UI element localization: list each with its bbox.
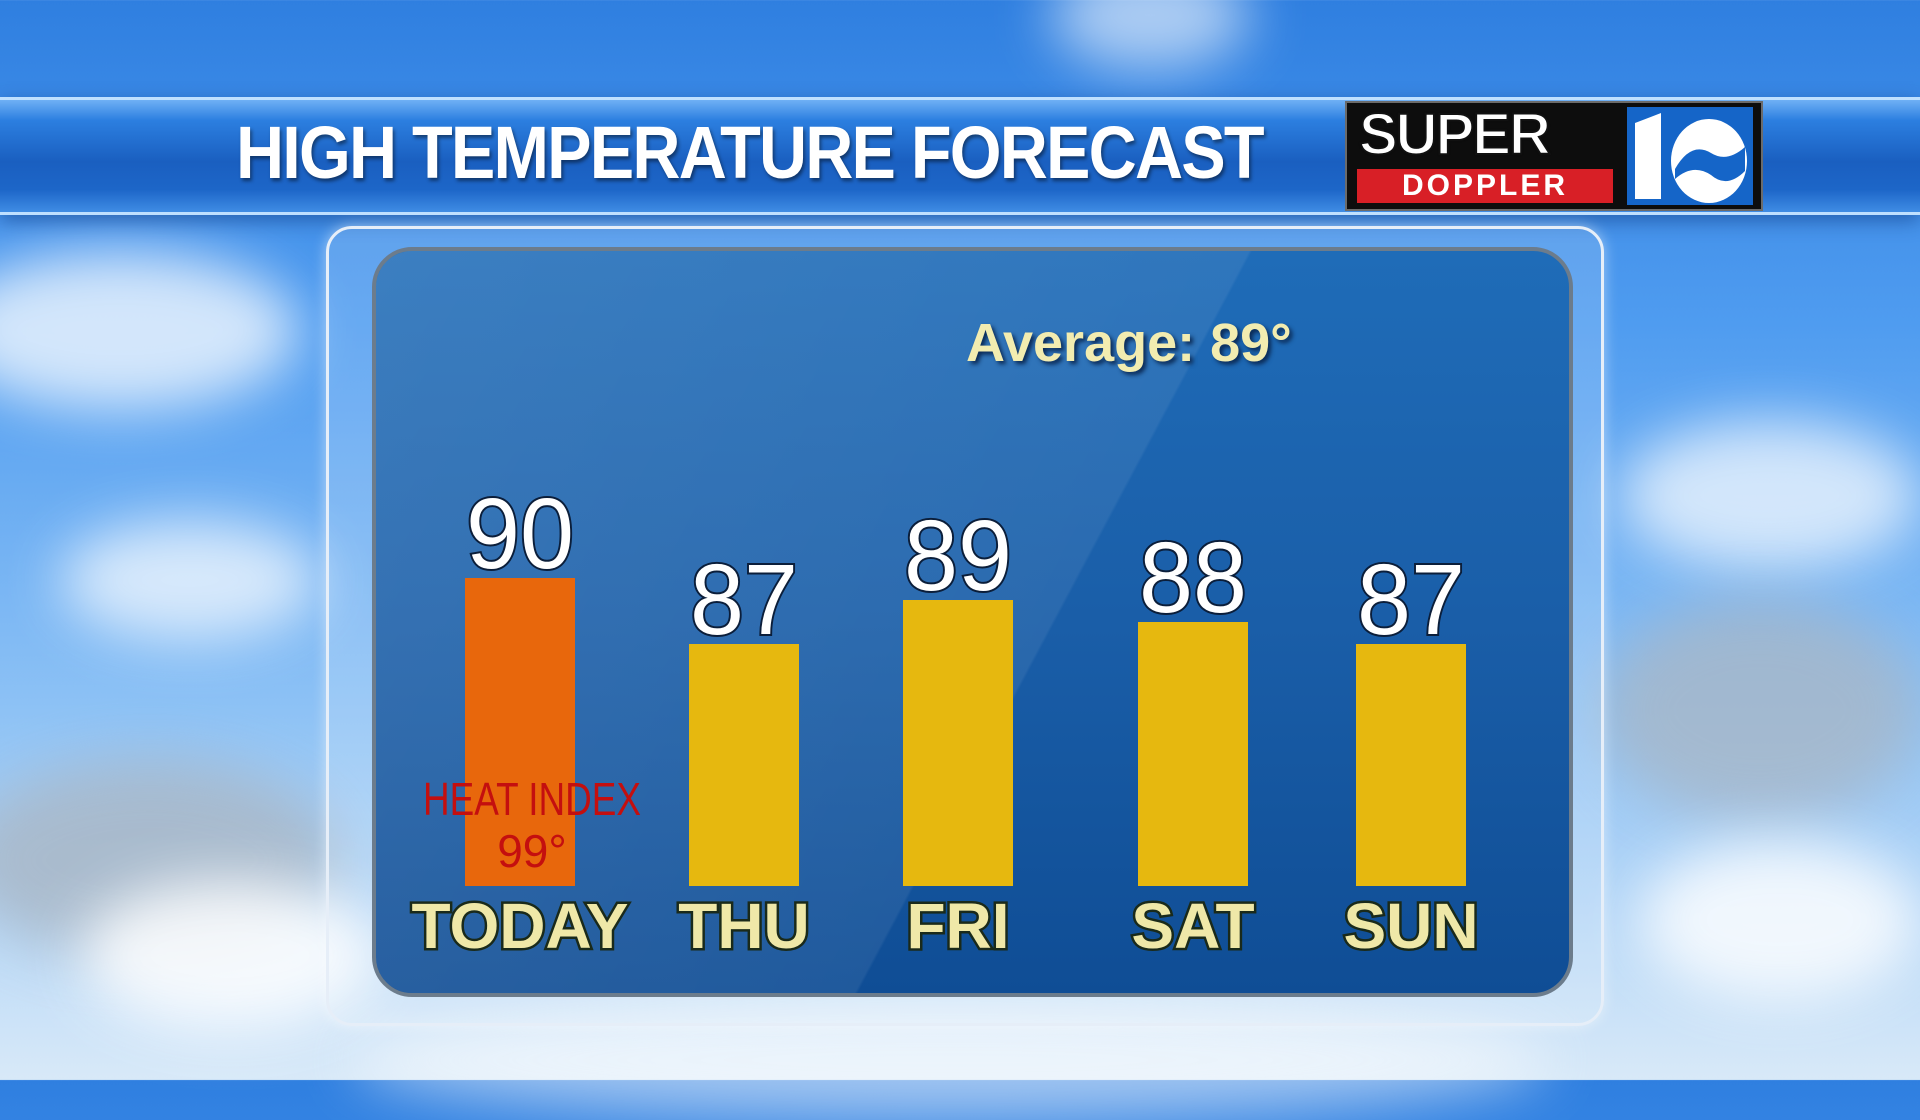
value-label-sat: 88 xyxy=(1139,522,1247,634)
bar-sat xyxy=(1138,622,1248,886)
day-label-sun: SUN xyxy=(1343,890,1478,962)
value-label-sun: 87 xyxy=(1357,544,1465,656)
logo-super-text: SUPER xyxy=(1358,102,1552,167)
channel-10-wave-logo-icon xyxy=(1627,107,1753,205)
bar-thu xyxy=(689,644,799,886)
day-label-thu: THU xyxy=(678,890,810,962)
value-label-thu: 87 xyxy=(690,544,798,656)
heat-index-value: 99° xyxy=(497,825,567,877)
bar-sun xyxy=(1356,644,1466,886)
value-label-today: 90 xyxy=(466,478,574,590)
logo-doppler-text: DOPPLER xyxy=(1357,169,1613,203)
day-label-today: TODAY xyxy=(412,890,629,962)
average-label: Average: 89° xyxy=(966,313,1292,373)
day-label-sat: SAT xyxy=(1131,890,1254,962)
value-label-fri: 89 xyxy=(904,500,1012,612)
page-title: HIGH TEMPERATURE FORECAST xyxy=(236,111,1265,194)
bar-fri xyxy=(903,600,1013,886)
heat-index-label: HEAT INDEX xyxy=(423,773,641,825)
station-logo: SUPER DOPPLER xyxy=(1345,101,1763,211)
day-label-fri: FRI xyxy=(906,890,1009,962)
bar-today xyxy=(465,578,575,886)
